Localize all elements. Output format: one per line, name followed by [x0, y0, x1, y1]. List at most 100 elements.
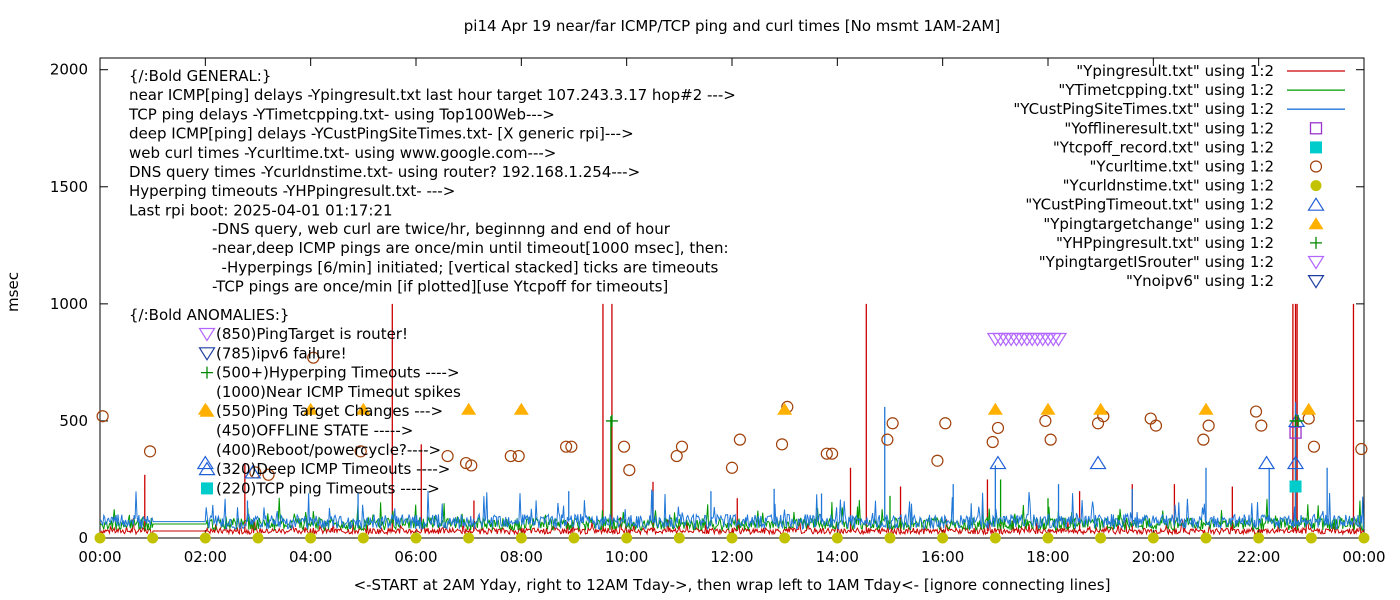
annotation-line: Hyperping timeouts -YHPpingresult.txt- -…: [129, 182, 455, 200]
anomaly-marker: [198, 461, 216, 476]
legend-swatch: [1310, 180, 1322, 192]
data-point: [725, 461, 739, 474]
data-point: [1034, 332, 1052, 347]
data-point: [1301, 402, 1317, 415]
data-point: [1028, 332, 1047, 347]
data-point: [1147, 532, 1159, 544]
data-point: [513, 402, 529, 415]
data-point: [726, 532, 738, 544]
x-tick-label: 08:00: [500, 548, 543, 566]
legend-label: "Ytcpoff_record.txt" using 1:2: [1053, 138, 1274, 157]
data-point: [1255, 419, 1268, 432]
anomaly-line: (1000)Near ICMP Timeout spikes: [216, 383, 461, 401]
data-point: [1289, 426, 1302, 439]
data-point: [1018, 332, 1036, 347]
data-point: [1200, 532, 1212, 544]
legend-label: "Ycurldnstime.txt" using 1:2: [1063, 177, 1274, 195]
data-point: [881, 433, 894, 446]
note-line: -DNS query, web curl are twice/hr, begin…: [212, 220, 671, 238]
x-tick-label: 00:00: [1342, 548, 1385, 566]
data-point: [733, 433, 747, 446]
data-point: [1305, 532, 1317, 544]
data-point: [305, 532, 317, 544]
anomalies-title: {/:Bold ANOMALIES:}: [129, 306, 289, 324]
data-point: [512, 449, 525, 463]
data-point: [504, 449, 517, 463]
data-point: [565, 440, 578, 453]
anomaly-marker: [201, 482, 213, 495]
data-point: [991, 421, 1005, 435]
data-point: [1253, 532, 1265, 544]
legend-label: "YCustPingSiteTimes.txt" using 1:2: [1013, 100, 1274, 118]
y-tick-label: 1500: [50, 178, 88, 196]
series-layer: [99, 303, 1365, 536]
legend: "Ypingresult.txt" using 1:2"YTimetcpping…: [1013, 62, 1345, 290]
data-point: [1039, 414, 1052, 428]
data-point: [354, 445, 367, 458]
anomaly-marker: [201, 366, 213, 379]
data-point: [1197, 433, 1210, 446]
x-tick-label: 02:00: [184, 548, 227, 566]
data-point: [307, 351, 320, 364]
x-tick-label: 10:00: [605, 548, 648, 566]
x-tick-label: 18:00: [1026, 548, 1069, 566]
legend-label: "Ycurltime.txt" using 1:2: [1089, 158, 1274, 176]
chart-title: pi14 Apr 19 near/far ICMP/TCP ping and c…: [464, 17, 1000, 35]
data-point: [199, 532, 211, 544]
legend-label: "YHPpingresult.txt" using 1:2: [1056, 234, 1274, 252]
anomaly-line: (500+)Hyperping Timeouts ---->: [216, 364, 460, 382]
annotation-line: DNS query times -Ycurldnstime.txt- using…: [129, 163, 640, 181]
data-point: [670, 449, 683, 463]
legend-swatch: [1310, 236, 1322, 249]
legend-label: "Ypingresult.txt" using 1:2: [1076, 62, 1274, 80]
data-point: [465, 459, 478, 472]
data-point: [1302, 412, 1315, 425]
data-point: [820, 447, 833, 460]
x-tick-label: 16:00: [921, 548, 964, 566]
data-point: [1257, 455, 1276, 470]
annotation-line: web curl times -Ycurltime.txt- using www…: [129, 144, 556, 162]
data-point: [515, 532, 527, 544]
x-axis-label: <-START at 2AM Yday, right to 12AM Tday-…: [354, 576, 1111, 594]
axis-ticks: 0 500 1000 1500 2000 00:00 02:00 04:00 06:00 08:0…: [50, 58, 1386, 566]
series-line: [99, 489, 1365, 531]
data-point: [605, 414, 618, 427]
data-point: [884, 532, 896, 544]
anomaly-marker: [198, 347, 216, 361]
data-point: [1286, 455, 1305, 470]
data-point: [1093, 402, 1109, 415]
data-point: [1002, 332, 1020, 347]
x-tick-label: 00:00: [78, 548, 121, 566]
legend-swatch: [1307, 197, 1325, 211]
x-tick-label: 04:00: [289, 548, 332, 566]
annotation-line: deep ICMP[ping] delays -YCustPingSiteTim…: [129, 125, 634, 143]
data-point: [1358, 532, 1370, 544]
legend-swatch: [1308, 217, 1324, 230]
anomaly-line: (400)Reboot/powercycle?---->: [216, 441, 441, 459]
data-point: [94, 532, 106, 544]
data-point: [1042, 532, 1054, 544]
data-point: [410, 532, 422, 544]
data-point: [1202, 419, 1215, 432]
y-tick-label: 1000: [50, 295, 88, 313]
anomaly-line: (785)ipv6 failure!: [216, 344, 347, 362]
anomaly-marker: [198, 327, 216, 342]
x-tick-label: 14:00: [816, 548, 859, 566]
x-tick-label: 20:00: [1132, 548, 1175, 566]
data-point: [986, 332, 1004, 347]
legend-swatch: [1307, 255, 1325, 270]
data-point: [675, 440, 689, 453]
legend-swatch: [1310, 141, 1322, 154]
data-point: [886, 417, 899, 430]
legend-swatch: [1309, 122, 1323, 135]
y-tick-label: 0: [78, 529, 88, 547]
data-point: [986, 435, 999, 449]
data-point: [1091, 417, 1105, 430]
data-point: [1249, 405, 1263, 418]
note-line: -Hyperpings [6/min] initiated; [vertical…: [212, 258, 718, 276]
anomaly-marker: [199, 404, 215, 417]
data-point: [1049, 332, 1068, 347]
data-point: [357, 532, 369, 544]
data-point: [463, 532, 475, 544]
